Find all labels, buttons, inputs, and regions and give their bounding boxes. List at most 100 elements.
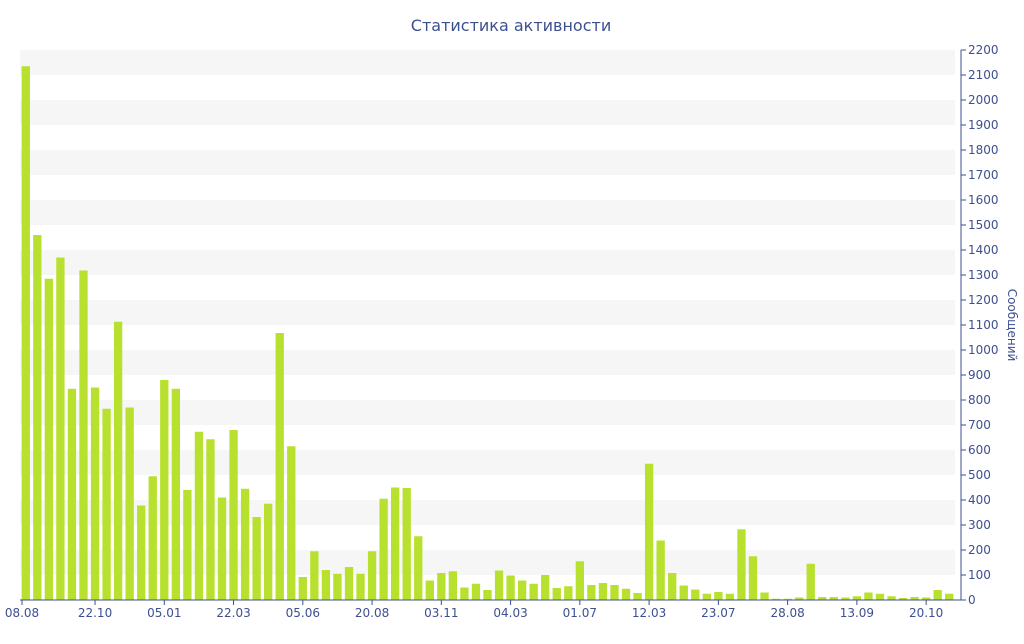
y-tick-label: 400 bbox=[968, 493, 991, 507]
bar-35 bbox=[425, 580, 434, 600]
bar-26 bbox=[321, 570, 331, 600]
bar-24 bbox=[298, 577, 307, 600]
bar-49 bbox=[587, 585, 596, 600]
x-tick-label: 04.03 bbox=[493, 606, 527, 620]
bar-58 bbox=[691, 589, 700, 600]
y-tick-label: 0 bbox=[968, 593, 976, 607]
bar-66 bbox=[783, 598, 792, 600]
y-tick-label: 1500 bbox=[968, 218, 999, 232]
bar-59 bbox=[702, 593, 711, 600]
bar-16 bbox=[206, 439, 215, 600]
bar-65 bbox=[771, 598, 781, 600]
bar-47 bbox=[564, 586, 573, 600]
y-tick-label: 200 bbox=[968, 543, 991, 557]
x-tick-label: 05.01 bbox=[147, 606, 181, 620]
bar-6 bbox=[90, 387, 100, 600]
x-tick-label: 22.10 bbox=[78, 606, 112, 620]
bar-63 bbox=[748, 556, 758, 600]
bar-80 bbox=[945, 593, 954, 600]
bar-38 bbox=[460, 587, 469, 600]
x-tick-label: 22.03 bbox=[216, 606, 250, 620]
bar-74 bbox=[875, 593, 885, 600]
bar-40 bbox=[483, 590, 492, 600]
grid-band bbox=[20, 100, 955, 125]
x-tick-label: 13.09 bbox=[840, 606, 874, 620]
y-tick-label: 1700 bbox=[968, 168, 999, 182]
x-tick-label: 08.08 bbox=[5, 606, 39, 620]
bar-45 bbox=[541, 575, 550, 600]
bar-42 bbox=[506, 575, 515, 600]
bar-79 bbox=[933, 590, 942, 600]
bar-15 bbox=[194, 431, 204, 600]
bar-22 bbox=[275, 333, 284, 600]
bar-57 bbox=[679, 585, 688, 600]
bar-17 bbox=[217, 497, 227, 600]
y-tick-label: 1000 bbox=[968, 343, 999, 357]
bar-4 bbox=[67, 388, 77, 600]
x-tick-label: 05.06 bbox=[286, 606, 320, 620]
bar-48 bbox=[575, 561, 584, 600]
bar-64 bbox=[760, 592, 769, 600]
bar-77 bbox=[910, 597, 919, 600]
bar-12 bbox=[160, 380, 169, 600]
y-tick-label: 900 bbox=[968, 368, 991, 382]
bar-11 bbox=[148, 476, 157, 600]
bar-52 bbox=[621, 588, 631, 600]
bar-76 bbox=[898, 598, 908, 600]
x-tick-label: 03.11 bbox=[424, 606, 458, 620]
y-tick-label: 1800 bbox=[968, 143, 999, 157]
bars-layer bbox=[21, 66, 954, 600]
grid-band bbox=[20, 300, 955, 325]
bar-31 bbox=[379, 498, 388, 600]
bar-71 bbox=[841, 597, 850, 600]
bar-3 bbox=[56, 257, 65, 600]
x-tick-label: 01.07 bbox=[563, 606, 597, 620]
bar-69 bbox=[818, 597, 827, 600]
y-tick-label: 1300 bbox=[968, 268, 999, 282]
bar-27 bbox=[333, 573, 342, 600]
bar-53 bbox=[633, 593, 642, 600]
bar-61 bbox=[725, 593, 735, 600]
bar-5 bbox=[79, 270, 88, 600]
bar-28 bbox=[344, 567, 354, 600]
grid-band bbox=[20, 250, 955, 275]
bar-54 bbox=[644, 463, 654, 600]
y-tick-label: 100 bbox=[968, 568, 991, 582]
bar-32 bbox=[391, 487, 400, 600]
bar-7 bbox=[102, 408, 111, 600]
y-tick-label: 1400 bbox=[968, 243, 999, 257]
bar-56 bbox=[668, 573, 677, 600]
y-tick-label: 1900 bbox=[968, 118, 999, 132]
bar-36 bbox=[437, 573, 446, 600]
x-tick-label: 23.07 bbox=[701, 606, 735, 620]
grid-band bbox=[20, 150, 955, 175]
x-tick-label: 12.03 bbox=[632, 606, 666, 620]
grid-bands bbox=[20, 50, 955, 575]
y-tick-label: 500 bbox=[968, 468, 991, 482]
y-tick-label: 800 bbox=[968, 393, 991, 407]
bar-23 bbox=[287, 446, 296, 600]
bar-30 bbox=[367, 551, 377, 600]
bar-9 bbox=[125, 407, 134, 600]
bar-75 bbox=[887, 596, 896, 600]
y-tick-label: 700 bbox=[968, 418, 991, 432]
y-tick-label: 600 bbox=[968, 443, 991, 457]
bar-34 bbox=[414, 536, 423, 600]
bar-14 bbox=[183, 490, 192, 600]
bar-18 bbox=[229, 430, 238, 600]
bar-10 bbox=[137, 505, 146, 600]
bar-0 bbox=[21, 66, 30, 600]
bar-37 bbox=[448, 571, 458, 600]
bar-68 bbox=[806, 563, 815, 600]
bar-13 bbox=[171, 388, 180, 600]
bar-73 bbox=[864, 592, 873, 600]
bar-33 bbox=[402, 488, 411, 600]
bar-21 bbox=[264, 503, 273, 600]
bar-44 bbox=[529, 583, 538, 600]
bar-72 bbox=[852, 596, 862, 600]
bar-2 bbox=[44, 278, 54, 600]
x-tick-label: 20.08 bbox=[355, 606, 389, 620]
bar-50 bbox=[598, 583, 608, 600]
y-tick-label: 1600 bbox=[968, 193, 999, 207]
